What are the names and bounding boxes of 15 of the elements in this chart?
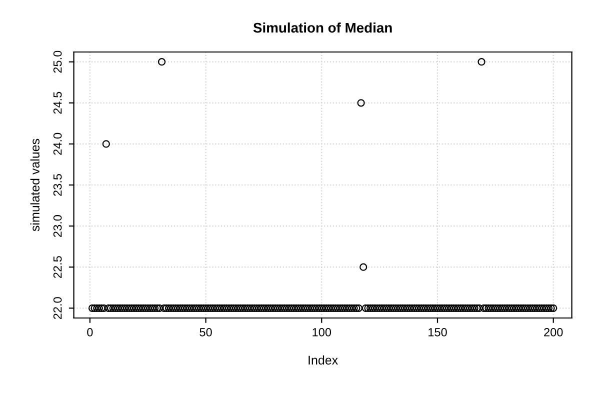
y-tick-label: 25.0 bbox=[53, 50, 62, 73]
y-tick-label: 23.5 bbox=[53, 174, 62, 196]
x-tick-label: 50 bbox=[200, 328, 212, 336]
y-axis-title: simulated values bbox=[30, 138, 40, 232]
x-tick-label: 0 bbox=[87, 328, 93, 336]
x-tick-label: 100 bbox=[312, 328, 332, 336]
y-tick-label: 23.0 bbox=[53, 215, 62, 237]
y-tick-label: 22.5 bbox=[53, 256, 62, 278]
x-tick-label: 150 bbox=[428, 328, 447, 336]
y-tick-label: 22.0 bbox=[53, 297, 62, 320]
x-tick-label: 200 bbox=[544, 328, 563, 336]
y-tick-label: 24.0 bbox=[53, 132, 62, 155]
y-tick-label: 24.5 bbox=[53, 92, 62, 114]
chart-title: Simulation of Median bbox=[253, 22, 392, 33]
x-axis-title: Index bbox=[308, 355, 338, 365]
